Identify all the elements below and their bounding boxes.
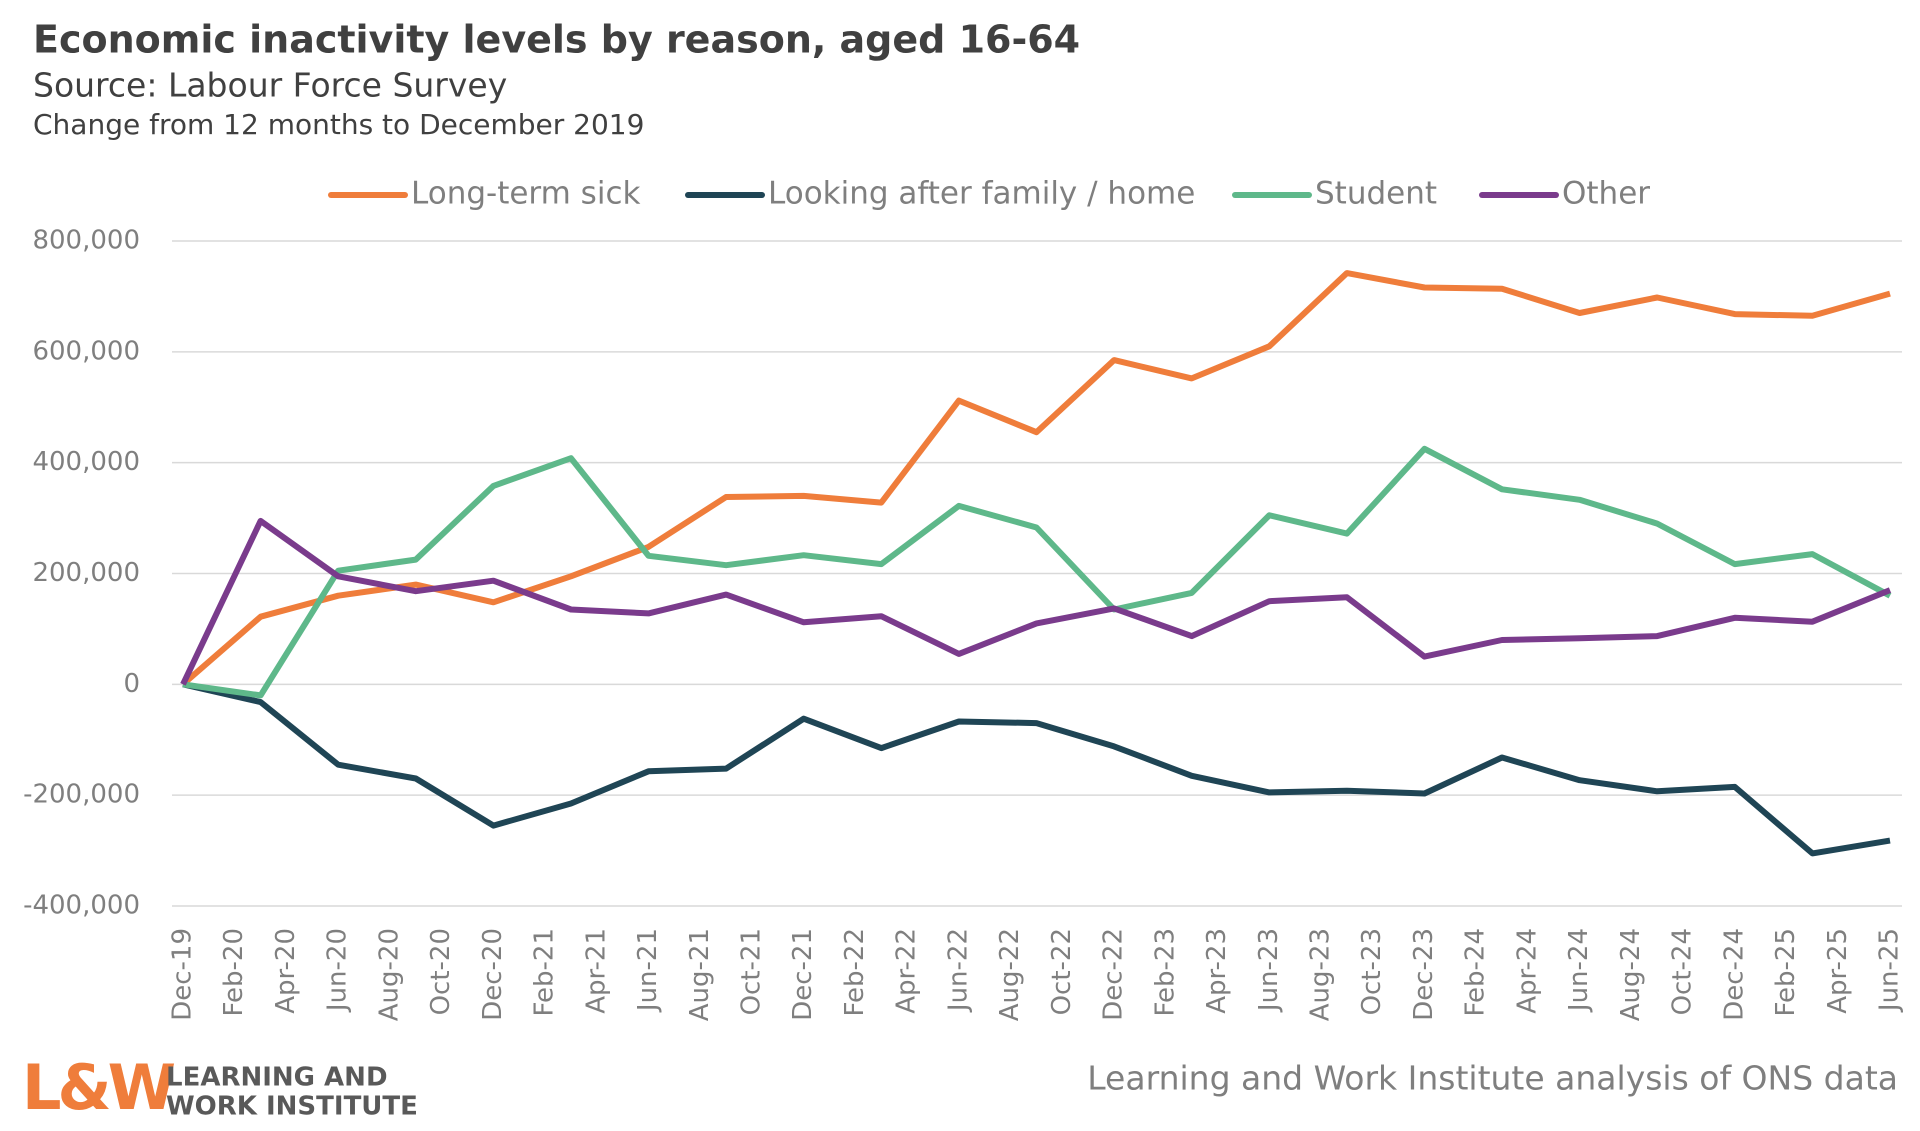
x-tick-label: Feb-24 (1461, 928, 1491, 1017)
x-tick-label: Dec-23 (1409, 928, 1439, 1021)
x-tick-label: Oct-20 (426, 928, 456, 1015)
y-tick-label: 400,000 (32, 447, 140, 477)
logo-mark: L&W (22, 1051, 175, 1124)
x-tick-label: Apr-21 (581, 928, 611, 1014)
logo-text: LEARNING AND (166, 1063, 388, 1093)
y-tick-label: -200,000 (23, 780, 140, 810)
series-line (182, 681, 1891, 857)
x-tick-label: Jun-23 (1254, 928, 1284, 1013)
x-tick-label: Feb-23 (1150, 928, 1180, 1017)
legend-label: Looking after family / home (768, 176, 1195, 212)
x-tick-label: Aug-24 (1616, 928, 1646, 1021)
x-tick-label: Aug-23 (1306, 928, 1336, 1021)
x-tick-label: Aug-21 (685, 928, 715, 1021)
x-tick-label: Dec-21 (788, 928, 818, 1021)
x-tick-label: Oct-23 (1357, 928, 1387, 1015)
series-line (182, 445, 1892, 699)
x-tick-label: Dec-24 (1719, 928, 1749, 1021)
y-tick-label: 200,000 (32, 558, 140, 588)
y-tick-label: -400,000 (23, 891, 140, 921)
x-tick-label: Jun-24 (1564, 928, 1594, 1013)
x-tick-label: Apr-25 (1823, 928, 1853, 1014)
x-tick-label: Oct-22 (1047, 928, 1077, 1015)
y-tick-label: 800,000 (32, 226, 140, 256)
x-tick-label: Aug-20 (374, 928, 404, 1021)
x-tick-label: Jun-25 (1875, 928, 1905, 1013)
x-tick-label: Jun-22 (943, 928, 973, 1013)
chart-note: Change from 12 months to December 2019 (33, 108, 644, 141)
x-tick-label: Apr-24 (1512, 928, 1542, 1014)
chart-subtitle: Source: Labour Force Survey (33, 66, 507, 105)
logo-text: WORK INSTITUTE (166, 1092, 418, 1122)
legend-label: Long-term sick (411, 176, 640, 212)
legend-label: Student (1315, 176, 1437, 212)
legend-label: Other (1562, 176, 1650, 212)
x-tick-label: Feb-21 (530, 928, 560, 1017)
x-tick-label: Aug-22 (995, 928, 1025, 1021)
x-tick-label: Apr-23 (1202, 928, 1232, 1014)
series-line (180, 517, 1892, 686)
x-tick-label: Oct-24 (1668, 928, 1698, 1015)
y-tick-label: 600,000 (32, 336, 140, 366)
x-tick-label: Dec-20 (478, 928, 508, 1021)
y-tick-label: 0 (123, 669, 140, 699)
x-tick-label: Jun-20 (323, 928, 353, 1013)
x-tick-label: Apr-20 (271, 928, 301, 1014)
x-tick-label: Apr-22 (892, 928, 922, 1014)
x-tick-label: Feb-20 (219, 928, 249, 1017)
x-tick-label: Feb-25 (1771, 928, 1801, 1017)
x-tick-label: Dec-19 (168, 928, 198, 1021)
chart-title: Economic inactivity levels by reason, ag… (33, 18, 1080, 62)
x-tick-label: Oct-21 (737, 928, 767, 1015)
credit: Learning and Work Institute analysis of … (1087, 1059, 1898, 1098)
series-line (181, 270, 1891, 687)
x-tick-label: Dec-22 (1099, 928, 1129, 1021)
x-tick-label: Feb-22 (840, 928, 870, 1017)
x-tick-label: Jun-21 (633, 928, 663, 1013)
